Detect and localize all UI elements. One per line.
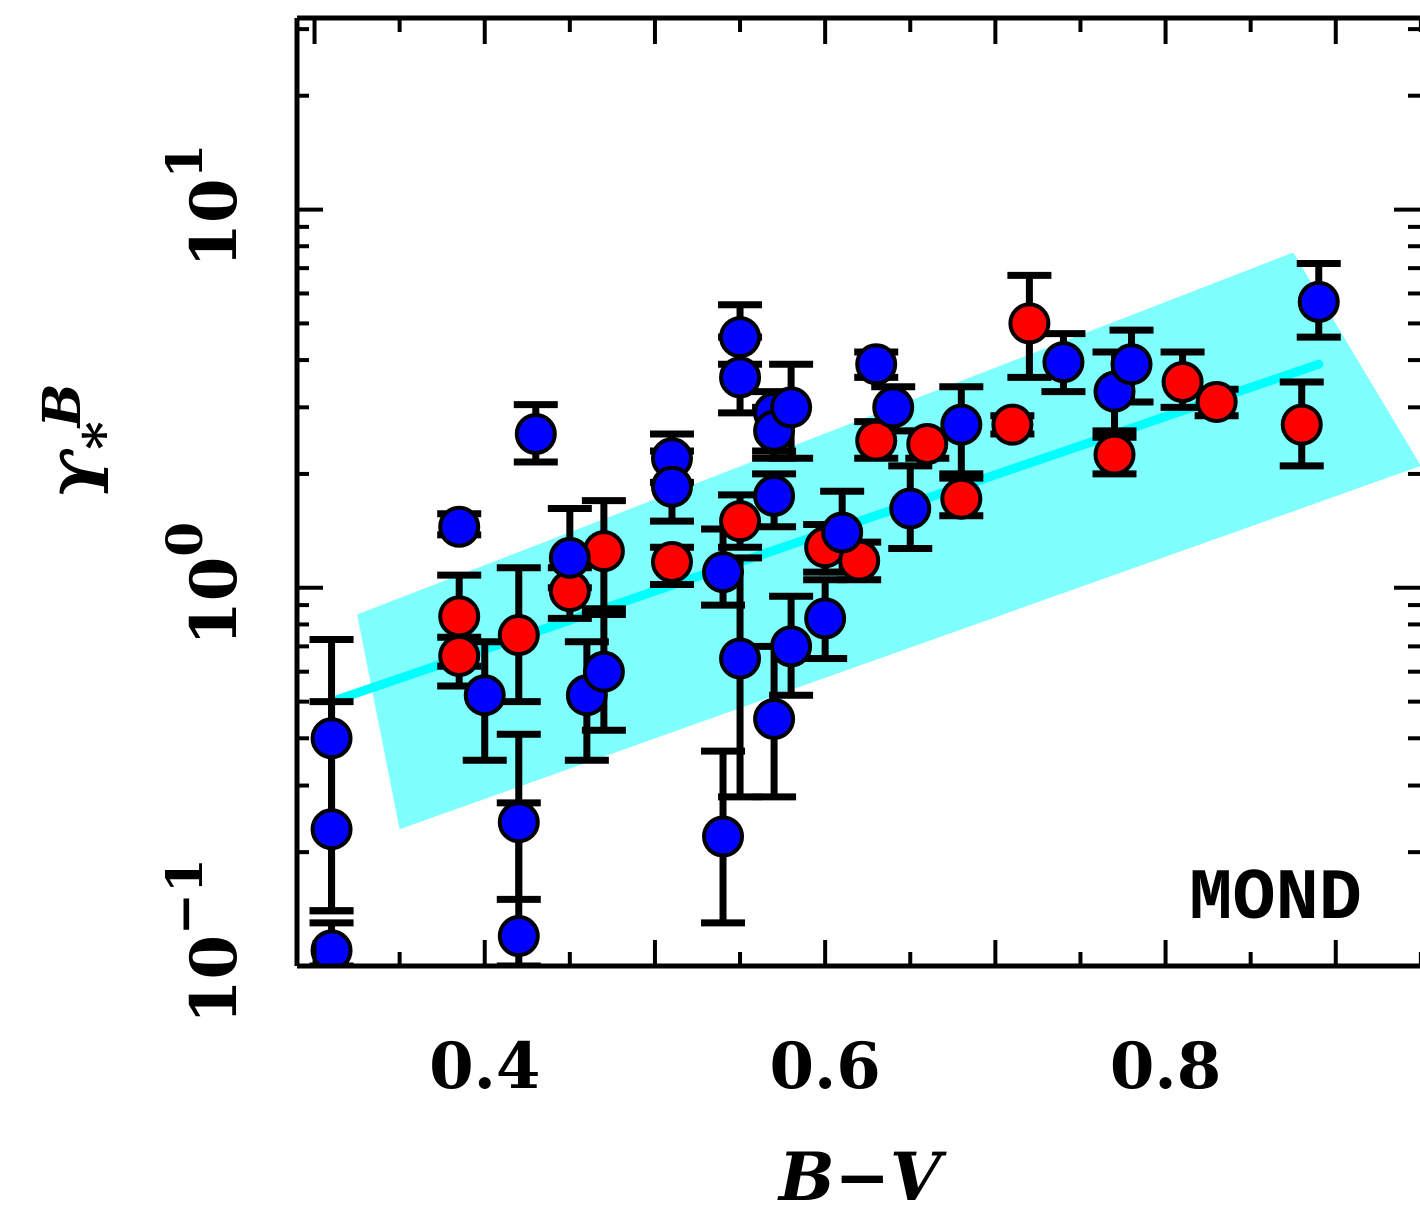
data-point-blue [497,801,540,844]
data-point-blue [872,386,915,429]
data-point-blue [548,536,591,579]
data-point-blue [821,511,864,554]
data-point-blue [940,403,983,446]
data-point-blue [514,413,557,456]
y-tick-exponent: −1 [155,858,214,935]
data-point-blue [310,808,353,851]
mond-annotation: MOND [1189,858,1362,940]
x-tick-label: 0.6 [769,1029,880,1104]
data-point-red [991,403,1034,446]
plot-area [309,252,1420,966]
scatter-band [357,252,1420,830]
y-tick-label: 101 [155,144,252,268]
data-point-red [1195,380,1238,423]
data-point-blue [1042,341,1085,384]
data-point-red [1008,302,1051,345]
data-point-red [940,477,983,520]
data-point-red [1280,403,1323,446]
x-tick-labels: 0.4 0.6 0.8 [429,1029,1221,1104]
tick-marks [297,18,1420,968]
data-point-red [855,419,898,462]
y-tick-base: 10 [177,935,252,1024]
data-point-blue [438,505,481,548]
y-tick-label-text: 10−1 [155,858,252,1024]
data-point-blue [719,356,762,399]
data-point-red [1093,433,1136,476]
y-tick-label-text: 101 [155,144,252,268]
data-point-red [650,540,693,583]
y-tick-exponent: 1 [155,144,214,179]
data-point-blue [855,343,898,386]
data-point-blue [719,637,762,680]
x-tick-label: 0.8 [1110,1029,1221,1104]
y-tick-base: 10 [177,179,252,268]
data-points [310,280,1340,966]
y-tick-label: 100 [155,522,252,646]
y-axis-label-sup: B [32,383,93,429]
data-point-blue [770,625,813,668]
y-tick-base: 10 [177,557,252,646]
data-point-blue [702,815,745,858]
data-point-red [719,500,762,543]
data-point-red [497,614,540,657]
data-point-blue [889,487,932,530]
y-axis-label-sub: * [71,421,135,449]
x-tick-label: 0.4 [429,1029,540,1104]
data-point-red [438,595,481,638]
data-point-blue [702,551,745,594]
data-point-blue [804,597,847,640]
data-point-red [906,422,949,465]
y-tick-label: 10−1 [155,858,252,1024]
data-point-blue [1297,280,1340,323]
data-point-red [1161,361,1204,404]
axes-frame [294,15,1420,969]
data-point-blue [650,465,693,508]
y-tick-label-text: 100 [155,522,252,646]
data-point-blue [1110,343,1153,386]
data-point-red [582,530,625,573]
y-tick-exponent: 0 [155,522,214,557]
data-point-blue [310,717,353,760]
y-axis-label-main: ϒ [46,448,124,500]
data-point-blue [463,674,506,717]
data-point-blue [753,474,796,517]
data-point-blue [582,650,625,693]
data-point-blue [497,915,540,958]
y-axis-label: ϒ*B [32,383,135,500]
data-point-red [438,635,481,678]
x-axis-label: B−V [777,1138,947,1216]
svg-text:ϒ*B: ϒ*B [32,383,135,500]
data-point-blue [719,316,762,359]
data-point-blue [770,386,813,429]
data-point-blue [753,697,796,740]
